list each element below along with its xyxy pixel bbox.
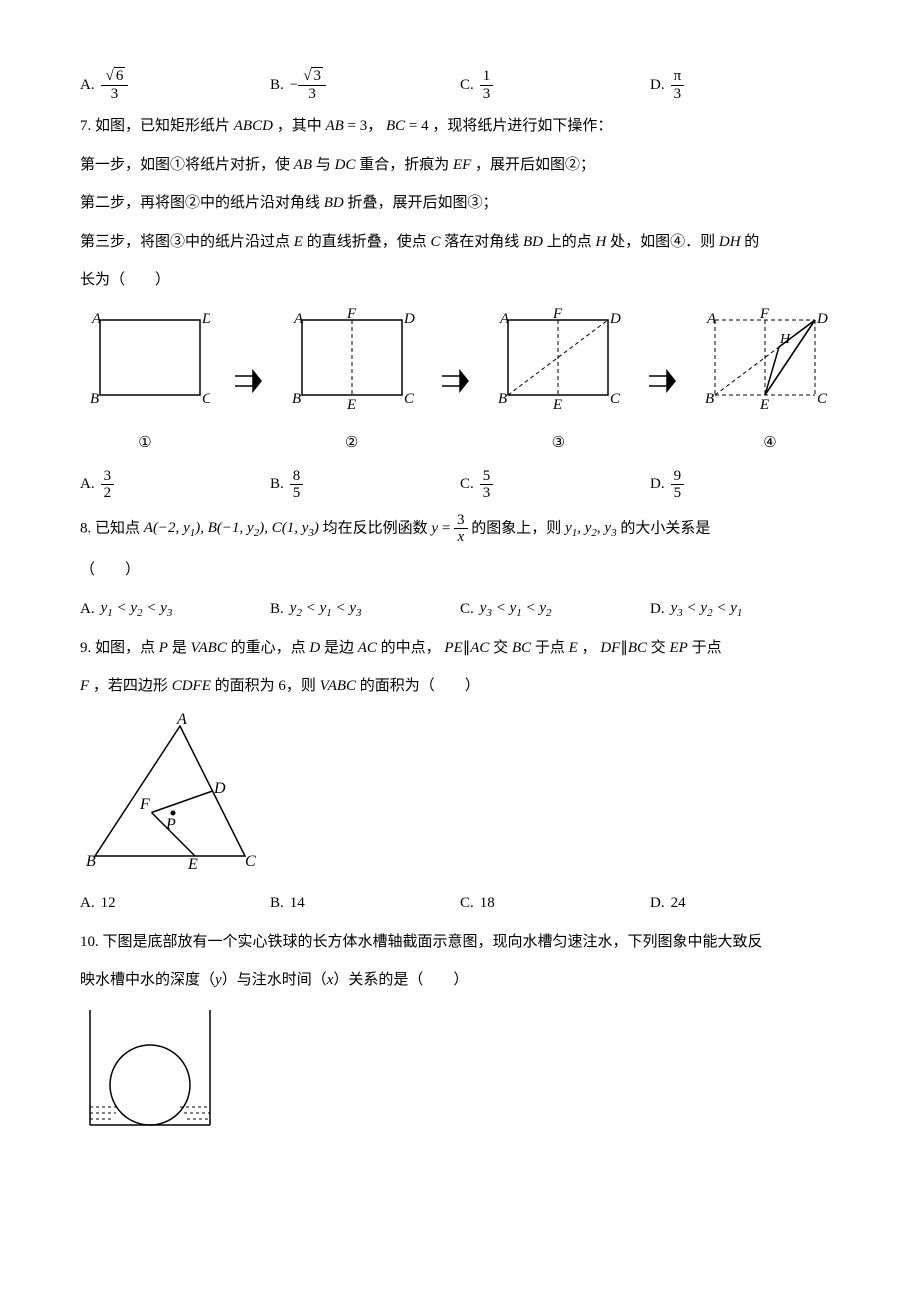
- q-num: 9.: [80, 640, 91, 656]
- q7-step2: 第二步，再将图②中的纸片沿对角线 BD 折叠，展开后如图③；: [80, 189, 840, 218]
- svg-text:A: A: [176, 711, 187, 728]
- q8-stem: 8. 已知点 A(−2, y1), B(−1, y2), C(1, y3) 均在…: [80, 512, 840, 546]
- q7-opt-D: D. 95: [650, 468, 840, 502]
- opt-label: A.: [80, 71, 95, 100]
- svg-text:B: B: [86, 853, 96, 870]
- svg-text:C: C: [245, 853, 256, 870]
- q7-opt-B: B. 85: [270, 468, 460, 502]
- svg-text:B: B: [498, 391, 507, 407]
- q6-opt-C: C. 1 3: [460, 68, 650, 102]
- q9-opt-D: D.24: [650, 889, 840, 918]
- q7-fig3: A F D B E C ③: [493, 305, 623, 458]
- svg-text:A: A: [293, 311, 304, 327]
- q7-fig4: A F D H B E C ④: [700, 305, 840, 458]
- q-num: 8.: [80, 520, 91, 536]
- q7-options: A. 32 B. 85 C. 53 D. 95: [80, 468, 840, 502]
- svg-text:A: A: [706, 311, 717, 327]
- q9-opt-B: B.14: [270, 889, 460, 918]
- q10-stem-2: 映水槽中水的深度（y）与注水时间（x）关系的是（ ）: [80, 966, 840, 995]
- q6-opt-B: B. − 3 3: [270, 68, 460, 102]
- q8-opt-A: A.y1 < y2 < y3: [80, 594, 270, 624]
- opt-label: B.: [270, 71, 284, 100]
- q8-opt-D: D.y3 < y2 < y1: [650, 594, 840, 624]
- svg-text:A: A: [91, 311, 102, 327]
- svg-text:D: D: [403, 311, 415, 327]
- arrow-right-icon: [440, 326, 470, 436]
- svg-text:F: F: [139, 796, 150, 813]
- arrow-right-icon: [647, 326, 677, 436]
- q8-opt-B: B.y2 < y1 < y3: [270, 594, 460, 624]
- q9-stem: 9. 如图，点 P 是 VABC 的重心，点 D 是边 AC 的中点， PE∥A…: [80, 634, 840, 663]
- q8-options: A.y1 < y2 < y3 B.y2 < y1 < y3 C.y3 < y1 …: [80, 594, 840, 624]
- q9-stem-2: F ，若四边形 CDFE 的面积为 6，则 VABC 的面积为（ ）: [80, 672, 840, 701]
- q9-opt-A: A.12: [80, 889, 270, 918]
- tank-diagram-icon: [80, 1005, 220, 1135]
- svg-text:B: B: [292, 391, 301, 407]
- opt-label: C.: [460, 71, 474, 100]
- svg-text:P: P: [165, 816, 176, 833]
- rect-diagram-icon: A F D H B E C: [700, 305, 840, 415]
- q7-opt-A: A. 32: [80, 468, 270, 502]
- rect-diagram-icon: A D B C: [80, 305, 210, 415]
- q7-step3: 第三步，将图③中的纸片沿过点 E 的直线折叠，使点 C 落在对角线 BD 上的点…: [80, 228, 840, 257]
- q7-fig1: A D B C ①: [80, 305, 210, 458]
- svg-text:F: F: [346, 306, 357, 322]
- rect-diagram-icon: A F D B E C: [493, 305, 623, 415]
- q7-tail: 长为（ ）: [80, 266, 840, 295]
- q9-options: A.12 B.14 C.18 D.24: [80, 889, 840, 918]
- svg-text:F: F: [552, 306, 563, 322]
- svg-text:H: H: [779, 332, 791, 347]
- q-num: 7.: [80, 118, 91, 134]
- opt-label: D.: [650, 71, 665, 100]
- svg-text:C: C: [404, 391, 415, 407]
- q7-figures: A D B C ① A F D B E C ② A F D: [80, 305, 840, 458]
- q7-step1: 第一步，如图①将纸片对折，使 AB 与 DC 重合，折痕为 EF ，展开后如图②…: [80, 151, 840, 180]
- svg-text:E: E: [552, 397, 562, 413]
- svg-text:E: E: [346, 397, 356, 413]
- arrow-right-icon: [233, 326, 263, 436]
- q9-opt-C: C.18: [460, 889, 650, 918]
- q8-opt-C: C.y3 < y1 < y2: [460, 594, 650, 624]
- svg-text:C: C: [610, 391, 621, 407]
- svg-text:B: B: [90, 391, 99, 407]
- svg-text:A: A: [499, 311, 510, 327]
- fraction: 3 3: [298, 68, 326, 102]
- svg-text:E: E: [759, 397, 769, 413]
- q7-opt-C: C. 53: [460, 468, 650, 502]
- q-num: 10.: [80, 934, 99, 950]
- svg-text:E: E: [187, 856, 198, 871]
- svg-text:D: D: [213, 780, 226, 797]
- svg-text:C: C: [202, 391, 210, 407]
- svg-text:F: F: [759, 306, 770, 322]
- svg-text:D: D: [816, 311, 828, 327]
- svg-text:B: B: [705, 391, 714, 407]
- q10-stem: 10. 下图是底部放有一个实心铁球的长方体水槽轴截面示意图，现向水槽匀速注水，下…: [80, 928, 840, 957]
- fraction: π 3: [671, 68, 685, 102]
- svg-text:D: D: [201, 311, 210, 327]
- q7-stem: 7. 如图，已知矩形纸片 ABCD ，其中 AB = 3， BC = 4 ，现将…: [80, 112, 840, 141]
- q7-fig2: A F D B E C ②: [287, 305, 417, 458]
- svg-text:D: D: [609, 311, 621, 327]
- q8-blank: （ ）: [80, 556, 840, 585]
- q6-opt-A: A. 6 3: [80, 68, 270, 102]
- fraction: 6 3: [101, 68, 129, 102]
- fraction: 1 3: [480, 68, 494, 102]
- q6-options: A. 6 3 B. − 3 3 C. 1 3 D. π 3: [80, 68, 840, 102]
- svg-text:C: C: [817, 391, 828, 407]
- triangle-diagram-icon: A B C D F P E: [80, 711, 260, 871]
- rect-diagram-icon: A F D B E C: [287, 305, 417, 415]
- q6-opt-D: D. π 3: [650, 68, 840, 102]
